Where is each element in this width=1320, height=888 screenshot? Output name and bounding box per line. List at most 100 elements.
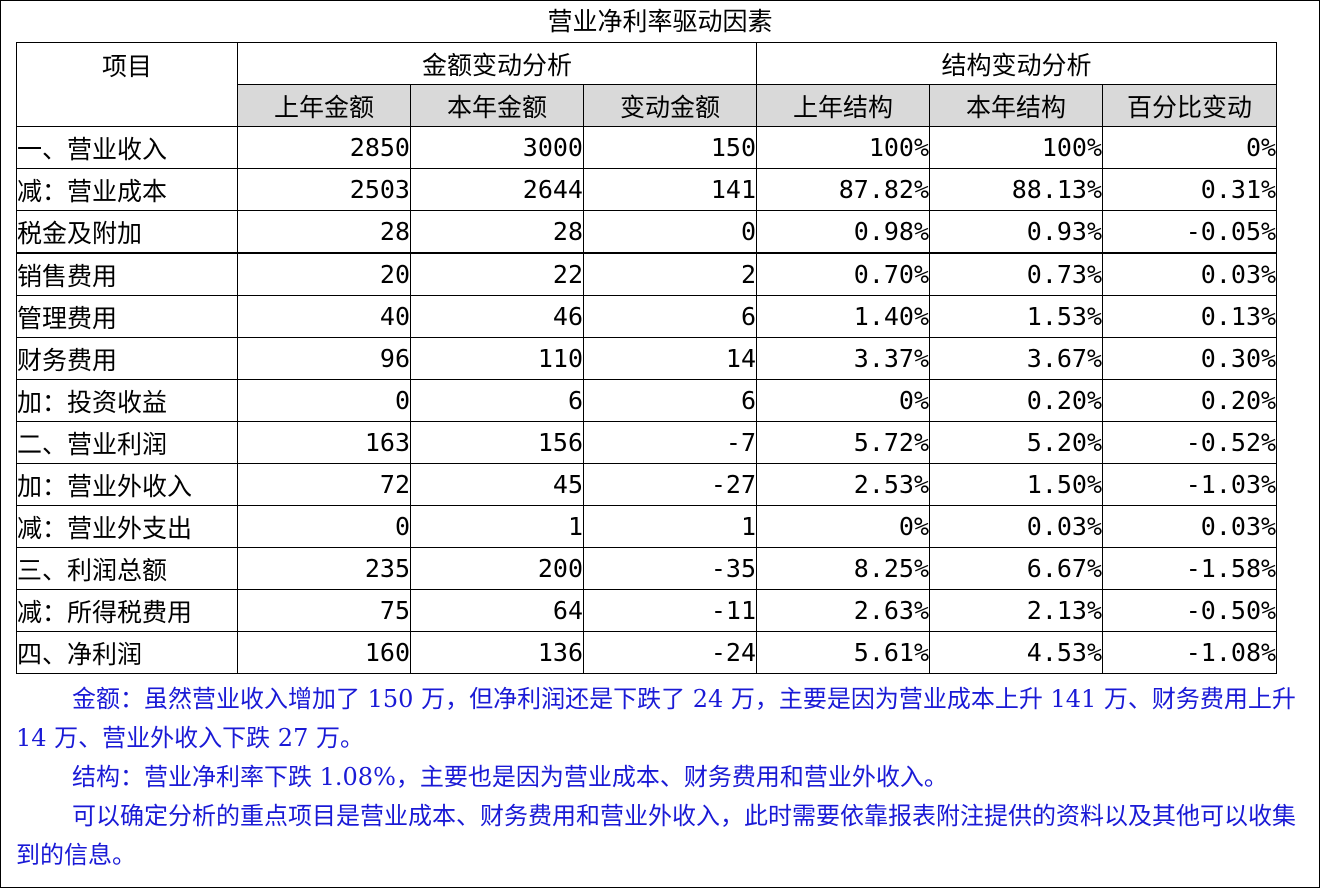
table-cell: 0.03% (929, 505, 1104, 548)
table-cell: 0% (756, 379, 931, 422)
note-amount: 金额：虽然营业收入增加了 150 万，但净利润还是下跌了 24 万，主要是因为营… (16, 685, 1296, 752)
table-cell: -0.52% (1102, 421, 1278, 464)
row-label: 减：营业外支出 (16, 505, 238, 548)
table-cell: 14 (582, 337, 758, 380)
table-cell: 64 (410, 589, 584, 632)
table-cell: 0.70% (756, 252, 931, 296)
table-cell: 0.20% (1102, 379, 1278, 422)
table-cell: 0.20% (929, 379, 1104, 422)
table-cell: -1.58% (1102, 547, 1278, 590)
table-cell: 1.53% (929, 295, 1104, 338)
table-cell: 75 (237, 589, 411, 632)
row-label: 减：所得税费用 (16, 589, 238, 632)
table-cell: -1.08% (1102, 631, 1278, 674)
table-cell: 200 (410, 547, 584, 590)
row-label: 二、营业利润 (16, 421, 238, 464)
table-cell: 2.13% (929, 589, 1104, 632)
table-cell: 45 (410, 463, 584, 506)
table-cell: 0 (582, 210, 758, 254)
table-cell: 136 (410, 631, 584, 674)
table-cell: 0 (237, 379, 411, 422)
table-cell: 5.20% (929, 421, 1104, 464)
table-cell: 0.31% (1102, 168, 1278, 211)
table-cell: 6 (582, 295, 758, 338)
table-cell: 22 (410, 252, 584, 296)
table-cell: 2.63% (756, 589, 931, 632)
table-row: 销售费用 20 22 2 0.70% 0.73% 0.03% (16, 252, 1278, 296)
row-label: 减：营业成本 (16, 168, 238, 211)
row-label: 管理费用 (16, 295, 238, 338)
table-cell: 6 (582, 379, 758, 422)
column-header: 变动金额 (582, 84, 758, 127)
table-cell: 2.53% (756, 463, 931, 506)
table-cell: 0.13% (1102, 295, 1278, 338)
column-header: 本年金额 (410, 84, 584, 127)
table-cell: 100% (756, 126, 931, 169)
table-cell: 156 (410, 421, 584, 464)
row-label: 加：营业外收入 (16, 463, 238, 506)
row-label: 税金及附加 (16, 210, 238, 254)
table-cell: 1.40% (756, 295, 931, 338)
table-cell: 1.50% (929, 463, 1104, 506)
table-cell: 2644 (410, 168, 584, 211)
table-cell: 150 (582, 126, 758, 169)
table-cell: 87.82% (756, 168, 931, 211)
table-cell: 110 (410, 337, 584, 380)
table-row: 三、利润总额 235 200 -35 8.25% 6.67% -1.58% (16, 547, 1278, 590)
table-cell: -11 (582, 589, 758, 632)
table-cell: 0% (1102, 126, 1278, 169)
table-cell: -7 (582, 421, 758, 464)
table-cell: 0.98% (756, 210, 931, 254)
table-cell: 1 (410, 505, 584, 548)
table-cell: 100% (929, 126, 1104, 169)
row-label: 四、净利润 (16, 631, 238, 674)
table-row: 管理费用 40 46 6 1.40% 1.53% 0.13% (16, 295, 1278, 338)
table-cell: 2503 (237, 168, 411, 211)
table-cell: 1 (582, 505, 758, 548)
table-row: 加：投资收益 0 6 6 0% 0.20% 0.20% (16, 379, 1278, 422)
table-cell: 20 (237, 252, 411, 296)
table-cell: 88.13% (929, 168, 1104, 211)
table-cell: 96 (237, 337, 411, 380)
row-label: 财务费用 (16, 337, 238, 380)
table-cell: 0% (756, 505, 931, 548)
column-header: 百分比变动 (1102, 84, 1278, 127)
table-row: 税金及附加 28 28 0 0.98% 0.93% -0.05% (16, 210, 1278, 254)
header-group-amount: 金额变动分析 (236, 42, 758, 85)
table-row: 一、营业收入 2850 3000 150 100% 100% 0% (16, 126, 1278, 169)
table-row: 四、净利润 160 136 -24 5.61% 4.53% -1.08% (16, 631, 1278, 674)
table-cell: 72 (237, 463, 411, 506)
table-cell: 0.73% (929, 252, 1104, 296)
table-cell: 0.03% (1102, 505, 1278, 548)
table-cell: 160 (237, 631, 411, 674)
table-cell: 6.67% (929, 547, 1104, 590)
table-cell: 141 (582, 168, 758, 211)
row-label: 一、营业收入 (16, 126, 238, 169)
table-cell: -0.05% (1102, 210, 1278, 254)
table-row: 减：营业成本 2503 2644 141 87.82% 88.13% 0.31% (16, 168, 1278, 211)
table-cell: -35 (582, 547, 758, 590)
table-row: 加：营业外收入 72 45 -27 2.53% 1.50% -1.03% (16, 463, 1278, 506)
table-cell: 5.72% (756, 421, 931, 464)
table-row: 减：营业外支出 0 1 1 0% 0.03% 0.03% (16, 505, 1278, 548)
table-cell: 0.03% (1102, 252, 1278, 296)
column-header: 上年结构 (756, 84, 931, 127)
table-cell: -24 (582, 631, 758, 674)
table-cell: 3.67% (929, 337, 1104, 380)
column-header: 上年金额 (237, 84, 411, 127)
table-cell: 40 (237, 295, 411, 338)
table-body: 一、营业收入 2850 3000 150 100% 100% 0% 减：营业成本 2503 264… (16, 126, 1278, 674)
table-cell: 0.93% (929, 210, 1104, 254)
table-cell: 3.37% (756, 337, 931, 380)
note-structure: 结构：营业净利率下跌 1.08%，主要也是因为营业成本、财务费用和营业外收入。 (72, 763, 948, 791)
column-header: 本年结构 (929, 84, 1104, 127)
table-cell: 3000 (410, 126, 584, 169)
row-label: 销售费用 (16, 252, 238, 296)
table-cell: 2 (582, 252, 758, 296)
table-cell: -0.50% (1102, 589, 1278, 632)
table-cell: -27 (582, 463, 758, 506)
table-cell: 4.53% (929, 631, 1104, 674)
analysis-notes: 金额：虽然营业收入增加了 150 万，但净利润还是下跌了 24 万，主要是因为营… (16, 680, 1310, 875)
table-row: 二、营业利润 163 156 -7 5.72% 5.20% -0.52% (16, 421, 1278, 464)
page-title: 营业净利率驱动因素 (547, 7, 773, 36)
